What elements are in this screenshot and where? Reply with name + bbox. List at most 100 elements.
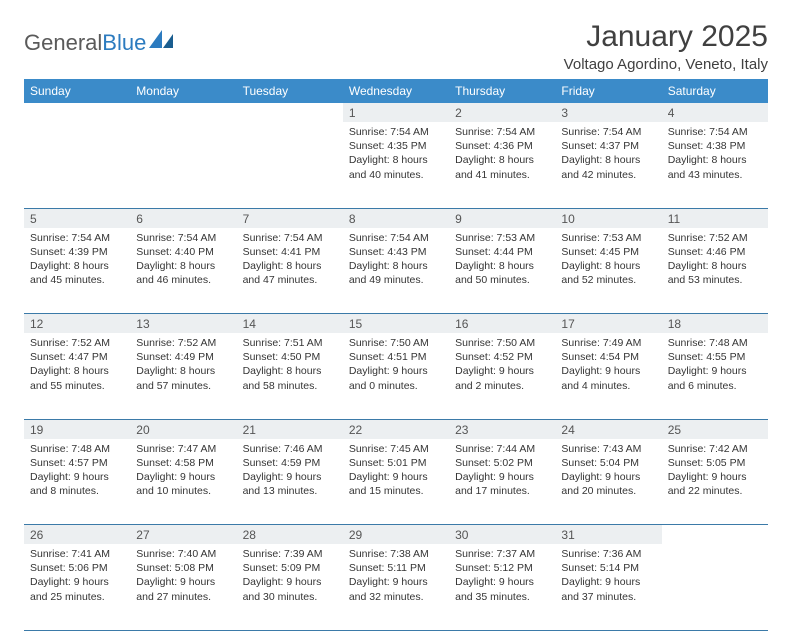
day-detail-cell: Sunrise: 7:47 AMSunset: 4:58 PMDaylight:… (130, 439, 236, 525)
daylight-text-2: and 32 minutes. (349, 590, 443, 604)
day-number-row: 12131415161718 (24, 314, 768, 334)
sunrise-text: Sunrise: 7:49 AM (561, 336, 655, 350)
daylight-text-1: Daylight: 8 hours (30, 259, 124, 273)
day-detail-cell: Sunrise: 7:42 AMSunset: 5:05 PMDaylight:… (662, 439, 768, 525)
daylight-text-2: and 30 minutes. (243, 590, 337, 604)
location: Voltago Agordino, Veneto, Italy (564, 56, 768, 73)
daylight-text-1: Daylight: 9 hours (136, 575, 230, 589)
daylight-text-2: and 22 minutes. (668, 484, 762, 498)
daylight-text-2: and 50 minutes. (455, 273, 549, 287)
day-number-cell: 28 (237, 525, 343, 545)
weekday-header: Friday (555, 79, 661, 103)
sunrise-text: Sunrise: 7:53 AM (561, 231, 655, 245)
sunrise-text: Sunrise: 7:47 AM (136, 442, 230, 456)
day-detail-row: Sunrise: 7:52 AMSunset: 4:47 PMDaylight:… (24, 333, 768, 419)
daylight-text-1: Daylight: 8 hours (349, 259, 443, 273)
sunrise-text: Sunrise: 7:40 AM (136, 547, 230, 561)
sunrise-text: Sunrise: 7:37 AM (455, 547, 549, 561)
daylight-text-2: and 25 minutes. (30, 590, 124, 604)
day-number-cell: 9 (449, 208, 555, 228)
sunrise-text: Sunrise: 7:48 AM (30, 442, 124, 456)
day-detail-cell: Sunrise: 7:36 AMSunset: 5:14 PMDaylight:… (555, 544, 661, 630)
daylight-text-2: and 0 minutes. (349, 379, 443, 393)
day-number-cell (662, 525, 768, 545)
day-number-cell: 25 (662, 419, 768, 439)
daylight-text-1: Daylight: 8 hours (668, 259, 762, 273)
day-detail-cell: Sunrise: 7:45 AMSunset: 5:01 PMDaylight:… (343, 439, 449, 525)
day-number-cell: 27 (130, 525, 236, 545)
daylight-text-1: Daylight: 9 hours (561, 470, 655, 484)
daylight-text-2: and 45 minutes. (30, 273, 124, 287)
weekday-header: Monday (130, 79, 236, 103)
day-detail-row: Sunrise: 7:54 AMSunset: 4:35 PMDaylight:… (24, 122, 768, 208)
daylight-text-1: Daylight: 8 hours (561, 153, 655, 167)
daylight-text-2: and 55 minutes. (30, 379, 124, 393)
weekday-header-row: Sunday Monday Tuesday Wednesday Thursday… (24, 79, 768, 103)
day-detail-cell (24, 122, 130, 208)
daylight-text-1: Daylight: 9 hours (349, 364, 443, 378)
day-detail-cell: Sunrise: 7:51 AMSunset: 4:50 PMDaylight:… (237, 333, 343, 419)
sunrise-text: Sunrise: 7:44 AM (455, 442, 549, 456)
day-detail-cell (130, 122, 236, 208)
weekday-header: Tuesday (237, 79, 343, 103)
month-title: January 2025 (564, 20, 768, 54)
sunset-text: Sunset: 5:12 PM (455, 561, 549, 575)
weekday-header: Wednesday (343, 79, 449, 103)
sunrise-text: Sunrise: 7:41 AM (30, 547, 124, 561)
sunset-text: Sunset: 4:43 PM (349, 245, 443, 259)
day-detail-cell: Sunrise: 7:54 AMSunset: 4:37 PMDaylight:… (555, 122, 661, 208)
sunset-text: Sunset: 5:11 PM (349, 561, 443, 575)
daylight-text-2: and 42 minutes. (561, 168, 655, 182)
sunset-text: Sunset: 4:54 PM (561, 350, 655, 364)
day-number-cell: 31 (555, 525, 661, 545)
day-detail-cell: Sunrise: 7:54 AMSunset: 4:38 PMDaylight:… (662, 122, 768, 208)
sunrise-text: Sunrise: 7:54 AM (243, 231, 337, 245)
sunrise-text: Sunrise: 7:53 AM (455, 231, 549, 245)
day-number-cell: 1 (343, 103, 449, 122)
weekday-header: Thursday (449, 79, 555, 103)
daylight-text-2: and 35 minutes. (455, 590, 549, 604)
day-detail-cell: Sunrise: 7:53 AMSunset: 4:45 PMDaylight:… (555, 228, 661, 314)
day-detail-cell: Sunrise: 7:48 AMSunset: 4:57 PMDaylight:… (24, 439, 130, 525)
sunrise-text: Sunrise: 7:54 AM (455, 125, 549, 139)
logo: GeneralBlue (24, 20, 175, 56)
sunset-text: Sunset: 4:40 PM (136, 245, 230, 259)
sunset-text: Sunset: 4:58 PM (136, 456, 230, 470)
daylight-text-1: Daylight: 8 hours (136, 259, 230, 273)
day-number-cell: 22 (343, 419, 449, 439)
daylight-text-2: and 2 minutes. (455, 379, 549, 393)
day-number-cell: 29 (343, 525, 449, 545)
sunrise-text: Sunrise: 7:50 AM (455, 336, 549, 350)
sunset-text: Sunset: 5:09 PM (243, 561, 337, 575)
sunset-text: Sunset: 4:38 PM (668, 139, 762, 153)
sunset-text: Sunset: 4:35 PM (349, 139, 443, 153)
daylight-text-2: and 27 minutes. (136, 590, 230, 604)
logo-text-2: Blue (102, 30, 146, 56)
daylight-text-2: and 53 minutes. (668, 273, 762, 287)
daylight-text-2: and 4 minutes. (561, 379, 655, 393)
daylight-text-1: Daylight: 9 hours (349, 470, 443, 484)
sunset-text: Sunset: 5:04 PM (561, 456, 655, 470)
daylight-text-1: Daylight: 8 hours (136, 364, 230, 378)
sunrise-text: Sunrise: 7:50 AM (349, 336, 443, 350)
sunrise-text: Sunrise: 7:54 AM (349, 125, 443, 139)
day-detail-cell: Sunrise: 7:53 AMSunset: 4:44 PMDaylight:… (449, 228, 555, 314)
daylight-text-1: Daylight: 9 hours (561, 575, 655, 589)
day-detail-cell: Sunrise: 7:48 AMSunset: 4:55 PMDaylight:… (662, 333, 768, 419)
day-number-cell: 12 (24, 314, 130, 334)
sunset-text: Sunset: 5:06 PM (30, 561, 124, 575)
day-detail-cell: Sunrise: 7:52 AMSunset: 4:46 PMDaylight:… (662, 228, 768, 314)
daylight-text-1: Daylight: 9 hours (455, 575, 549, 589)
daylight-text-2: and 40 minutes. (349, 168, 443, 182)
day-number-cell (24, 103, 130, 122)
daylight-text-1: Daylight: 8 hours (243, 364, 337, 378)
weekday-header: Saturday (662, 79, 768, 103)
day-detail-row: Sunrise: 7:41 AMSunset: 5:06 PMDaylight:… (24, 544, 768, 630)
calendar-body: 1234Sunrise: 7:54 AMSunset: 4:35 PMDayli… (24, 103, 768, 630)
day-number-cell: 13 (130, 314, 236, 334)
daylight-text-2: and 43 minutes. (668, 168, 762, 182)
daylight-text-1: Daylight: 9 hours (30, 575, 124, 589)
day-detail-cell: Sunrise: 7:40 AMSunset: 5:08 PMDaylight:… (130, 544, 236, 630)
sunset-text: Sunset: 4:50 PM (243, 350, 337, 364)
day-number-cell: 23 (449, 419, 555, 439)
